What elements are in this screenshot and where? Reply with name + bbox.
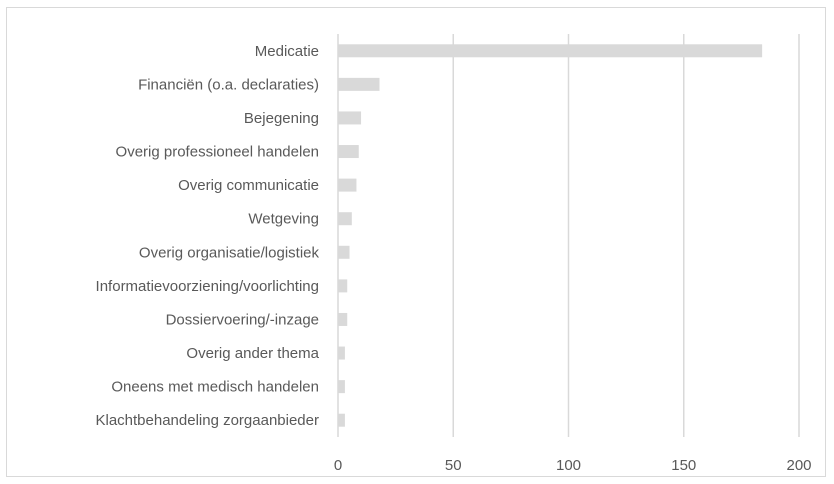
category-label-8: Dossiervoering/-inzage xyxy=(166,311,319,328)
bar-9 xyxy=(338,346,345,360)
category-label-4: Overig communicatie xyxy=(178,177,319,194)
category-label-5: Wetgeving xyxy=(248,211,319,228)
bar-3 xyxy=(338,145,359,159)
bar-0 xyxy=(338,44,763,58)
category-label-6: Overig organisatie/logistiek xyxy=(139,244,320,261)
x-tick-label-0: 0 xyxy=(334,457,342,474)
x-tick-label-50: 50 xyxy=(445,457,462,474)
category-label-10: Oneens met medisch handelen xyxy=(111,379,319,396)
bar-10 xyxy=(338,380,345,394)
category-label-9: Overig ander thema xyxy=(186,345,319,362)
category-label-11: Klachtbehandeling zorgaanbieder xyxy=(95,412,319,429)
bar-4 xyxy=(338,178,357,192)
x-tick-label-150: 150 xyxy=(671,457,696,474)
bar-5 xyxy=(338,212,352,226)
bar-8 xyxy=(338,312,348,326)
x-tick-label-100: 100 xyxy=(556,457,581,474)
bar-6 xyxy=(338,245,350,259)
bar-1 xyxy=(338,77,380,91)
category-label-2: Bejegening xyxy=(244,110,319,127)
category-label-1: Financiën (o.a. declaraties) xyxy=(138,76,319,93)
chart-frame xyxy=(6,7,826,477)
bar-2 xyxy=(338,111,362,125)
x-tick-label-200: 200 xyxy=(786,457,811,474)
category-label-3: Overig professioneel handelen xyxy=(116,144,319,161)
category-label-0: Medicatie xyxy=(255,43,319,60)
category-label-7: Informatievoorziening/voorlichting xyxy=(96,278,319,295)
bar-7 xyxy=(338,279,348,293)
bar-11 xyxy=(338,413,345,427)
